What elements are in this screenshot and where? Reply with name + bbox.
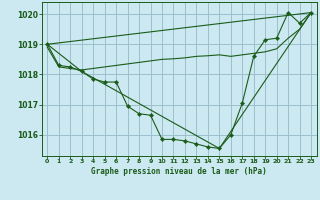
X-axis label: Graphe pression niveau de la mer (hPa): Graphe pression niveau de la mer (hPa): [91, 167, 267, 176]
